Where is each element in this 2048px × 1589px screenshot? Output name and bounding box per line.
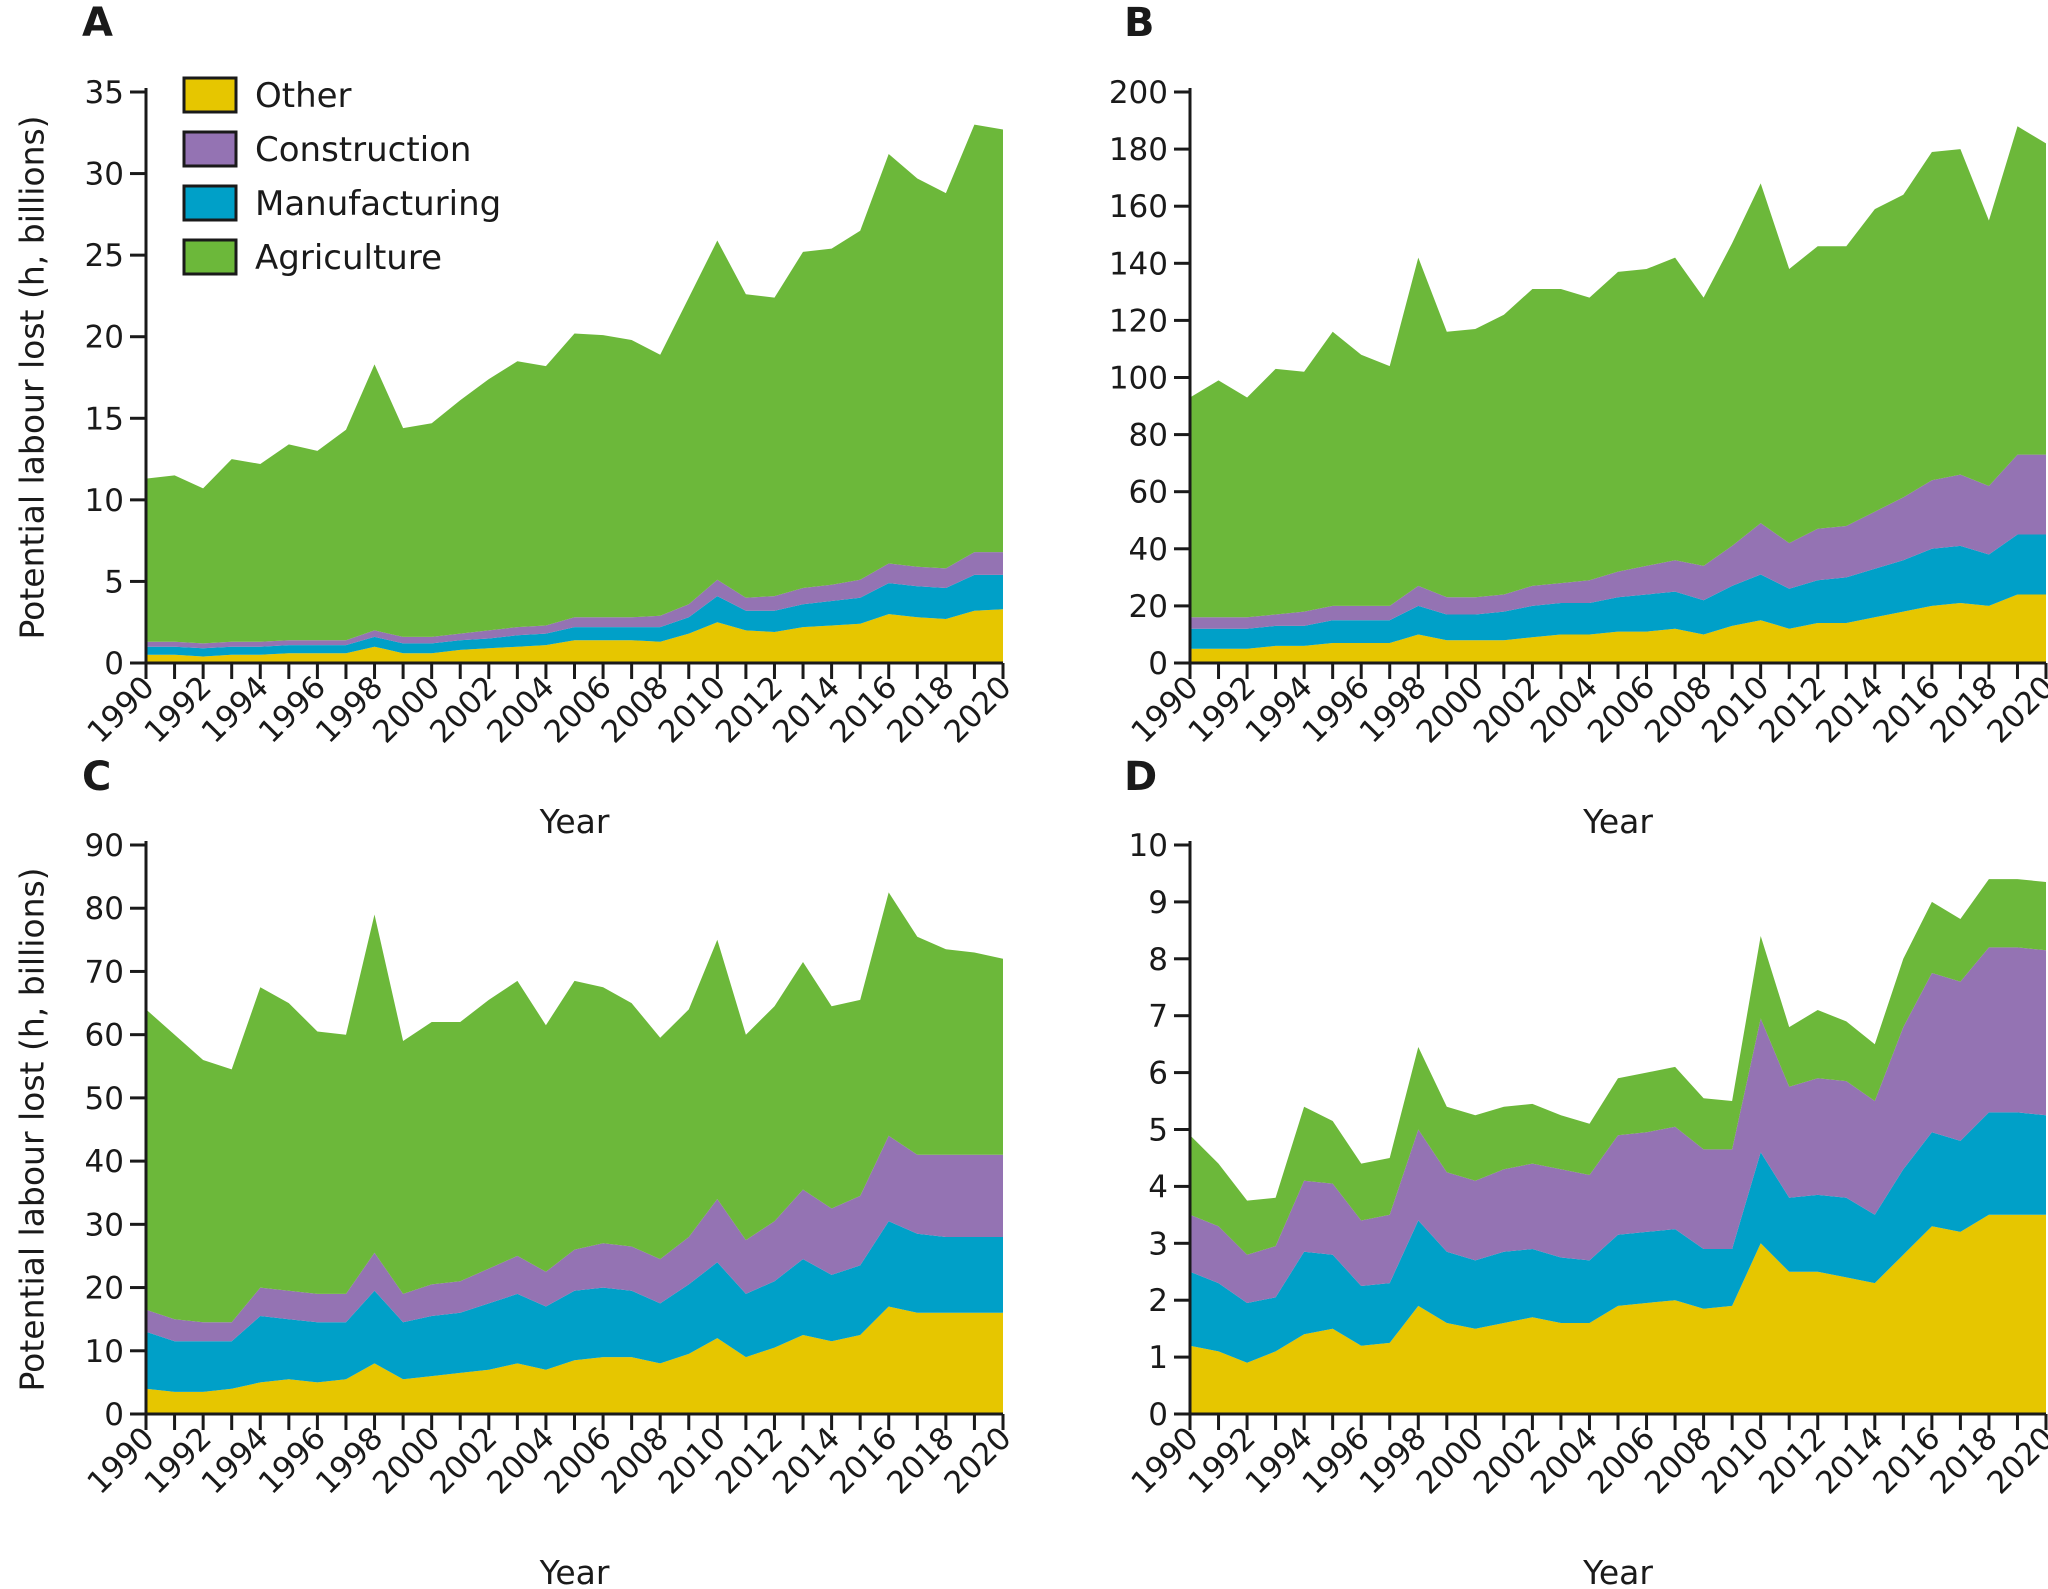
y-tick-label-b: 80 bbox=[1129, 418, 1168, 454]
y-tick-label-b: 160 bbox=[1109, 189, 1168, 225]
y-tick-label-b: 140 bbox=[1109, 246, 1168, 282]
x-axis-title-c: Year bbox=[539, 1553, 610, 1589]
panel-letter-b: B bbox=[1124, 0, 1155, 46]
panel-letter-a: A bbox=[82, 0, 113, 46]
y-tick-label-a: 10 bbox=[85, 483, 124, 519]
y-axis-title-c: Potential labour lost (h, billions) bbox=[13, 867, 52, 1391]
chart-panel-a: A051015202530351990199219941996199820002… bbox=[13, 0, 1019, 841]
area-agriculture-d bbox=[1190, 879, 2046, 1255]
x-axis-title-d: Year bbox=[1582, 1553, 1653, 1589]
y-tick-label-c: 30 bbox=[85, 1207, 124, 1243]
y-tick-label-a: 25 bbox=[85, 238, 124, 274]
panel-letter-d: D bbox=[1124, 754, 1157, 800]
area-manufacturing-a bbox=[146, 574, 1003, 657]
legend: Other Construction Manufacturing Agricultur… bbox=[182, 76, 501, 278]
y-tick-label-d: 5 bbox=[1148, 1113, 1168, 1149]
area-other-c bbox=[146, 1306, 1003, 1414]
y-tick-label-c: 90 bbox=[85, 828, 124, 864]
legend-label-other: Other bbox=[255, 76, 352, 116]
y-tick-label-d: 9 bbox=[1148, 885, 1168, 921]
panel-letter-c: C bbox=[82, 754, 111, 800]
area-construction-d bbox=[1190, 947, 2046, 1303]
area-other-d bbox=[1190, 1214, 2046, 1414]
y-tick-label-a: 20 bbox=[85, 320, 124, 356]
chart-panel-d: D012345678910199019921994199619982000200… bbox=[1124, 754, 2048, 1589]
y-tick-label-b: 180 bbox=[1109, 132, 1168, 168]
area-construction-b bbox=[1190, 454, 2046, 629]
y-tick-label-c: 60 bbox=[85, 1018, 124, 1054]
y-tick-label-c: 50 bbox=[85, 1081, 124, 1117]
y-tick-label-c: 40 bbox=[85, 1144, 124, 1180]
y-tick-label-d: 3 bbox=[1148, 1226, 1168, 1262]
area-manufacturing-d bbox=[1190, 1112, 2046, 1363]
y-tick-label-a: 0 bbox=[104, 646, 124, 682]
area-agriculture-a bbox=[146, 124, 1003, 644]
y-tick-label-a: 5 bbox=[104, 564, 124, 600]
y-tick-label-a: 30 bbox=[85, 157, 124, 193]
legend-swatch-construction bbox=[182, 130, 238, 168]
y-tick-label-d: 0 bbox=[1148, 1397, 1168, 1433]
y-tick-label-d: 2 bbox=[1148, 1283, 1168, 1319]
y-tick-label-c: 10 bbox=[85, 1334, 124, 1370]
x-axis-title-a: Year bbox=[539, 802, 610, 841]
area-other-b bbox=[1190, 594, 2046, 663]
y-tick-label-b: 200 bbox=[1109, 75, 1168, 111]
legend-swatch-manufacturing bbox=[182, 184, 238, 222]
y-tick-label-c: 80 bbox=[85, 891, 124, 927]
y-tick-label-a: 15 bbox=[85, 401, 124, 437]
y-tick-label-d: 7 bbox=[1148, 999, 1168, 1035]
y-tick-label-d: 1 bbox=[1148, 1340, 1168, 1376]
area-agriculture-b bbox=[1190, 126, 2046, 618]
y-tick-label-c: 70 bbox=[85, 954, 124, 990]
y-tick-label-a: 35 bbox=[85, 75, 124, 111]
y-tick-label-c: 20 bbox=[85, 1271, 124, 1307]
area-construction-c bbox=[146, 1135, 1003, 1342]
y-tick-label-b: 20 bbox=[1129, 589, 1168, 625]
y-tick-label-b: 60 bbox=[1129, 475, 1168, 511]
y-tick-label-c: 0 bbox=[104, 1397, 124, 1433]
area-manufacturing-c bbox=[146, 1221, 1003, 1392]
y-tick-label-d: 4 bbox=[1148, 1169, 1168, 1205]
chart-panel-b: B020406080100120140160180200199019921994… bbox=[1109, 0, 2048, 841]
legend-swatch-other bbox=[182, 76, 238, 114]
y-tick-label-b: 120 bbox=[1109, 303, 1168, 339]
legend-swatch-agriculture bbox=[182, 238, 238, 276]
area-agriculture-c bbox=[146, 892, 1003, 1323]
x-tick-label-a: 2020 bbox=[937, 669, 1018, 750]
y-tick-label-d: 6 bbox=[1148, 1056, 1168, 1092]
area-construction-a bbox=[146, 552, 1003, 649]
legend-label-agriculture: Agriculture bbox=[255, 238, 442, 278]
area-other-a bbox=[146, 609, 1003, 663]
x-axis-title-b: Year bbox=[1582, 802, 1653, 841]
y-tick-label-b: 0 bbox=[1148, 646, 1168, 682]
area-manufacturing-b bbox=[1190, 534, 2046, 649]
y-tick-label-d: 10 bbox=[1129, 828, 1168, 864]
y-axis-title-a: Potential labour lost (h, billions) bbox=[13, 115, 52, 639]
legend-label-manufacturing: Manufacturing bbox=[255, 184, 501, 224]
y-tick-label-d: 8 bbox=[1148, 942, 1168, 978]
chart-panel-c: C010203040506070809019901992199419961998… bbox=[13, 754, 1019, 1589]
legend-label-construction: Construction bbox=[255, 130, 471, 170]
y-tick-label-b: 40 bbox=[1129, 532, 1168, 568]
x-tick-label-c: 2020 bbox=[937, 1420, 1018, 1501]
y-tick-label-b: 100 bbox=[1109, 361, 1168, 397]
